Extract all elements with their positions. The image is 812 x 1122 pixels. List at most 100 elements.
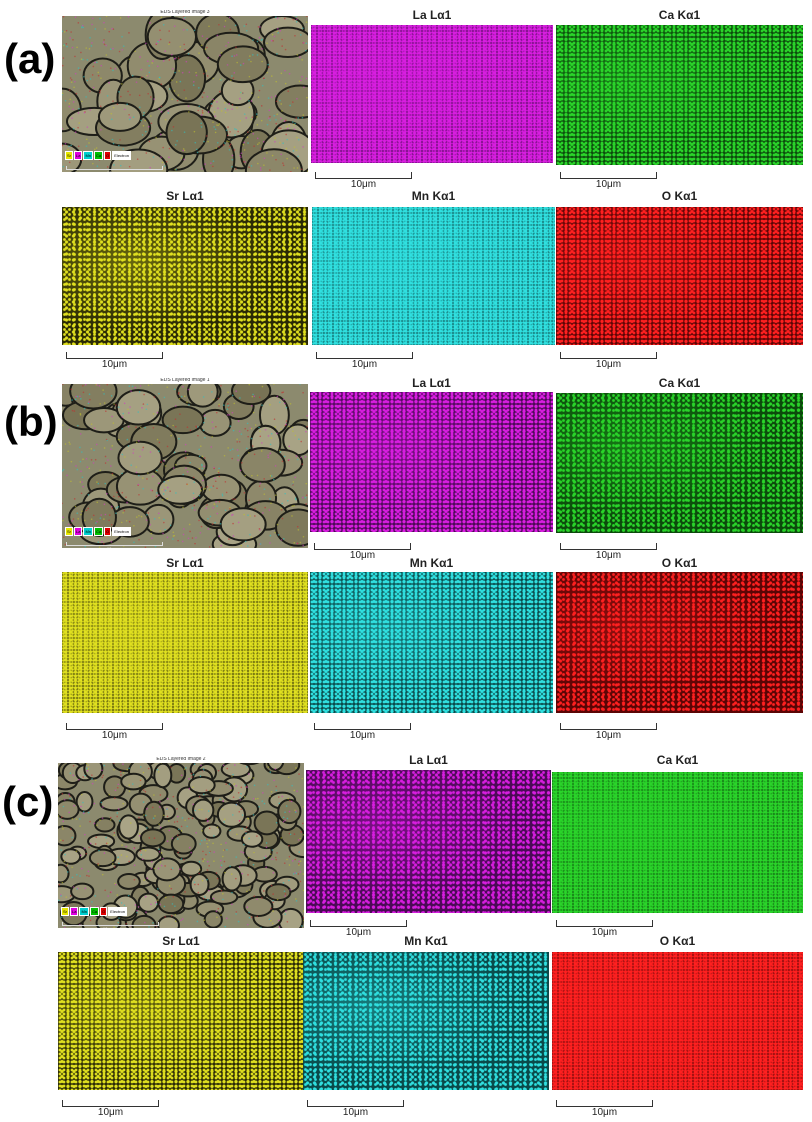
scale-bar-label: 10μm	[101, 730, 128, 741]
scale-bar-label: 10μm	[591, 1107, 618, 1118]
scale-bar: 10μm	[316, 352, 413, 370]
panel-label: (c)	[2, 778, 54, 825]
legend-item-la: La	[74, 151, 83, 160]
scale-bar-label: 10μm	[595, 359, 622, 370]
scale-bar-label: 10μm	[349, 550, 376, 561]
map-title: O Kα1	[661, 556, 698, 570]
element-map-o	[556, 572, 803, 713]
sem-legend: Sr La Mn Ca O Electron	[65, 151, 131, 160]
sem-scale-bar	[66, 166, 163, 170]
scale-bar: 10μm	[556, 920, 653, 938]
element-map-la	[310, 392, 553, 532]
element-map-mn	[303, 952, 549, 1090]
element-map-o	[556, 207, 803, 345]
grain-structure	[58, 757, 304, 928]
scale-bar: 10μm	[66, 352, 163, 370]
scale-bar: 10μm	[560, 543, 657, 561]
sem-legend: Sr La Mn Ca O Electron	[61, 907, 127, 916]
grain-structure	[62, 10, 308, 172]
scale-bar-label: 10μm	[349, 730, 376, 741]
sem-scale-label: 10μm	[107, 546, 117, 548]
scale-bar: 10μm	[560, 723, 657, 741]
scale-bar: 10μm	[560, 172, 657, 190]
map-title: Sr Lα1	[166, 556, 204, 570]
sem-legend: Sr La Mn Ca O Electron	[65, 527, 131, 536]
element-map-sr	[58, 952, 304, 1090]
scale-bar-label: 10μm	[351, 359, 378, 370]
scale-bar-label: 10μm	[350, 179, 377, 190]
legend-item-electron: Electron	[108, 907, 127, 916]
element-map-la	[311, 25, 553, 163]
legend-item-mn: Mn	[83, 151, 94, 160]
legend-item-ca: Ca	[94, 151, 104, 160]
element-map-ca	[556, 393, 803, 533]
legend-item-electron: Electron	[112, 151, 131, 160]
map-title: Ca Kα1	[656, 753, 699, 767]
map-title: Ca Kα1	[658, 8, 701, 22]
grain-structure	[62, 378, 308, 548]
panel-label: (b)	[4, 398, 58, 445]
sem-image-title: EDS Layered Image 3	[62, 10, 308, 16]
element-map-la	[306, 770, 551, 913]
map-title: Mn Kα1	[409, 556, 454, 570]
map-title: Sr Lα1	[162, 934, 200, 948]
element-map-ca	[556, 25, 803, 165]
element-map-ca	[552, 772, 803, 913]
scale-bar-label: 10μm	[591, 927, 618, 938]
map-title: Mn Kα1	[404, 934, 448, 948]
scale-bar-label: 10μm	[595, 550, 622, 561]
sem-scale-label: 10μm	[103, 926, 113, 928]
map-title: Ca Kα1	[658, 376, 701, 390]
map-title: O Kα1	[659, 934, 696, 948]
scale-bar: 10μm	[66, 723, 163, 741]
scale-bar-label: 10μm	[342, 1107, 369, 1118]
map-title: Mn Kα1	[411, 189, 456, 203]
legend-item-o: O	[100, 907, 108, 916]
legend-item-sr: Sr	[61, 907, 69, 916]
scale-bar-label: 10μm	[101, 359, 128, 370]
element-map-sr	[62, 207, 308, 345]
sem-scale-bar	[66, 542, 163, 546]
map-title: Sr Lα1	[166, 189, 204, 203]
legend-item-la: La	[74, 527, 83, 536]
element-map-o	[552, 952, 803, 1090]
map-title: La Lα1	[409, 753, 448, 767]
legend-item-mn: Mn	[83, 527, 94, 536]
sem-image-title: EDS Layered Image 1	[62, 378, 308, 384]
scale-bar: 10μm	[560, 352, 657, 370]
scale-bar: 10μm	[314, 543, 411, 561]
element-map-mn	[310, 572, 553, 713]
panel-label: (a)	[4, 35, 56, 82]
legend-item-sr: Sr	[65, 527, 73, 536]
element-map-sr	[62, 572, 308, 713]
scale-bar: 10μm	[314, 723, 411, 741]
scale-bar: 10μm	[307, 1100, 404, 1118]
scale-bar: 10μm	[315, 172, 412, 190]
legend-item-ca: Ca	[94, 527, 104, 536]
scale-bar-label: 10μm	[345, 927, 372, 938]
map-title: La Lα1	[412, 376, 451, 390]
element-map-mn	[312, 207, 555, 345]
sem-scale-bar	[62, 922, 159, 926]
scale-bar: 10μm	[62, 1100, 159, 1118]
map-title: La Lα1	[412, 8, 452, 22]
scale-bar-label: 10μm	[97, 1107, 124, 1118]
legend-item-o: O	[104, 527, 112, 536]
legend-item-o: O	[104, 151, 112, 160]
legend-item-sr: Sr	[65, 151, 73, 160]
legend-item-ca: Ca	[90, 907, 100, 916]
map-title: O Kα1	[661, 189, 698, 203]
scale-bar: 10μm	[556, 1100, 653, 1118]
legend-item-la: La	[70, 907, 79, 916]
scale-bar-label: 10μm	[595, 730, 622, 741]
sem-scale-label: 10μm	[107, 170, 117, 172]
sem-image-title: EDS Layered Image 2	[58, 757, 304, 763]
scale-bar: 10μm	[310, 920, 407, 938]
scale-bar-label: 10μm	[595, 179, 622, 190]
legend-item-electron: Electron	[112, 527, 131, 536]
legend-item-mn: Mn	[79, 907, 90, 916]
